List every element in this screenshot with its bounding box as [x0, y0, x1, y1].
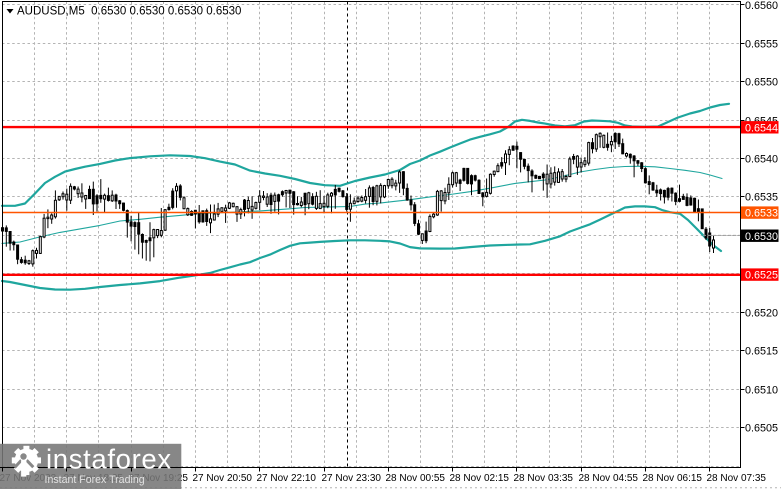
svg-text:27 Nov 20:50: 27 Nov 20:50 [193, 473, 253, 484]
svg-text:28 Nov 07:35: 28 Nov 07:35 [707, 473, 767, 484]
svg-text:Instant Forex Trading: Instant Forex Trading [45, 474, 145, 486]
svg-text:0.6550: 0.6550 [745, 77, 778, 89]
svg-text:AUDUSD,M5 0.6530 0.6530 0.653: AUDUSD,M5 0.6530 0.6530 0.6530 0.6530 [17, 6, 241, 18]
svg-text:27 Nov 23:30: 27 Nov 23:30 [322, 473, 382, 484]
svg-text:0.6510: 0.6510 [745, 385, 778, 397]
svg-text:28 Nov 03:35: 28 Nov 03:35 [514, 473, 574, 484]
svg-text:0.6505: 0.6505 [745, 423, 778, 435]
svg-text:0.6540: 0.6540 [745, 154, 778, 166]
svg-text:28 Nov 02:15: 28 Nov 02:15 [450, 473, 510, 484]
svg-text:28 Nov 06:15: 28 Nov 06:15 [643, 473, 703, 484]
svg-text:27 Nov 22:10: 27 Nov 22:10 [257, 473, 317, 484]
svg-text:0.6544: 0.6544 [745, 122, 778, 134]
svg-text:0.6515: 0.6515 [745, 346, 778, 358]
svg-text:instaforex: instaforex [46, 444, 172, 475]
svg-text:0.6533: 0.6533 [745, 208, 778, 220]
svg-text:0.6520: 0.6520 [745, 308, 778, 320]
svg-text:0.6555: 0.6555 [745, 39, 778, 51]
svg-text:28 Nov 00:55: 28 Nov 00:55 [386, 473, 446, 484]
svg-text:28 Nov 04:55: 28 Nov 04:55 [579, 473, 639, 484]
svg-text:0.6525: 0.6525 [745, 270, 778, 282]
svg-text:0.6560: 0.6560 [745, 0, 778, 12]
svg-text:0.6530: 0.6530 [745, 231, 778, 243]
svg-text:0.6535: 0.6535 [745, 192, 778, 204]
